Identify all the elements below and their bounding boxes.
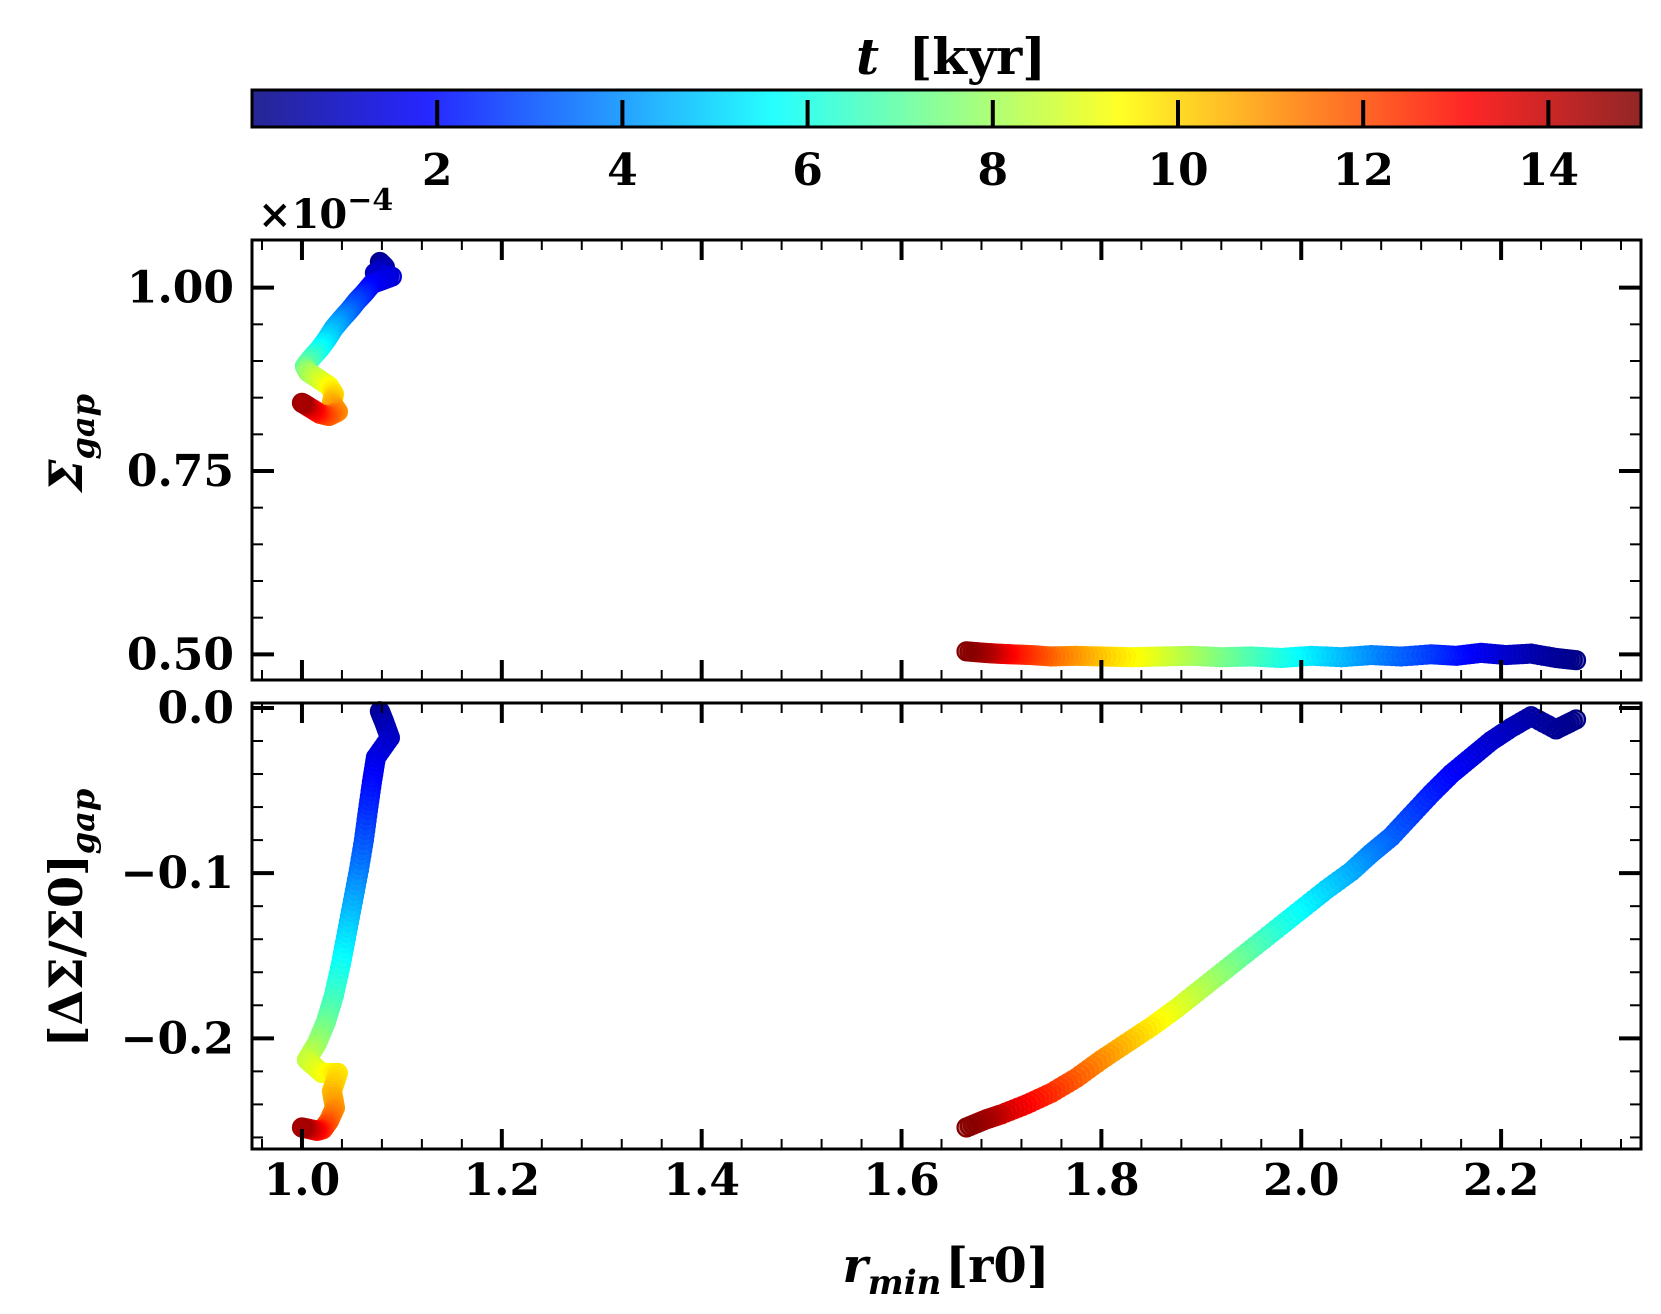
top-point-inner (291, 392, 313, 413)
top-panel: ×10−4 Σgap 0.50 0.75 1.00 (39, 183, 1643, 682)
bottom-ylabel: [ΔΣ/Σ0]gap (39, 789, 102, 1048)
top-offset-base: ×10 (258, 191, 347, 238)
colorbar-ticks: 2 4 6 8 10 12 14 (422, 100, 1579, 196)
colorbar-tick-label: 10 (1147, 145, 1208, 196)
top-ylabel-main: Σ (39, 459, 93, 494)
bottom-ytick-label: −0.2 (121, 1013, 234, 1064)
top-ytick-label: 0.50 (127, 629, 234, 680)
colorbar-tick-label: 2 (422, 145, 453, 196)
bottom-panel: [ΔΣ/Σ0]gap rmin[r0] 1.0 1.2 1.4 1.6 1.8 2.0 2.… (39, 683, 1643, 1303)
bottom-axes: 1.0 1.2 1.4 1.6 1.8 2.0 2.2 −0.2 −0.1 0.0 (121, 683, 1641, 1206)
colorbar-tick-label: 8 (977, 145, 1008, 196)
colorbar-label-unit: [kyr] (909, 27, 1046, 86)
top-ylabel: Σgap (39, 394, 102, 494)
top-points (291, 251, 1587, 671)
bottom-xtick-label: 2.0 (1263, 1155, 1340, 1206)
top-ytick-label: 0.75 (127, 446, 234, 497)
bottom-frame (250, 701, 1643, 1151)
bottom-xtick-label: 1.8 (1063, 1155, 1140, 1206)
colorbar-frame (250, 88, 1643, 129)
top-axes: 0.50 0.75 1.00 (127, 240, 1641, 680)
colorbar-fill (252, 90, 1641, 127)
bottom-xtick-label: 1.6 (863, 1155, 940, 1206)
top-point-outer (956, 641, 977, 662)
colorbar-label-var: t (856, 27, 879, 86)
top-offset-text: ×10−4 (258, 183, 393, 238)
top-offset-exp: −4 (347, 183, 393, 218)
bottom-xtick-label: 1.4 (663, 1155, 740, 1206)
colorbar-tick-label: 4 (607, 145, 638, 196)
colorbar-tick-label: 12 (1333, 145, 1394, 196)
bottom-xlabel-sub: min (868, 1263, 942, 1303)
top-ytick-label: 1.00 (127, 263, 234, 314)
bottom-xlabel-var: r (842, 1238, 871, 1294)
bottom-xtick-label: 1.0 (264, 1155, 341, 1206)
bottom-ytick-label: −0.1 (121, 848, 234, 899)
top-ylabel-sub: gap (64, 394, 102, 459)
bottom-points (291, 701, 1587, 1141)
colorbar-label: t [kyr] (856, 27, 1046, 86)
colorbar-tick-label: 14 (1518, 145, 1579, 196)
bottom-xtick-label: 2.2 (1463, 1155, 1540, 1206)
bottom-xlabel: rmin[r0] (842, 1238, 1049, 1303)
bottom-point-outer (956, 1117, 977, 1138)
bottom-xlabel-unit: [r0] (945, 1238, 1049, 1294)
bottom-ytick-label: 0.0 (157, 683, 234, 734)
bottom-ylabel-main: [ΔΣ/Σ0] (39, 854, 93, 1047)
colorbar-tick-label: 6 (792, 145, 823, 196)
bottom-ylabel-sub: gap (64, 789, 102, 854)
colorbar: t [kyr] 2 4 6 8 10 12 14 (250, 27, 1643, 196)
bottom-xtick-label: 1.2 (464, 1155, 541, 1206)
top-frame (250, 238, 1643, 682)
